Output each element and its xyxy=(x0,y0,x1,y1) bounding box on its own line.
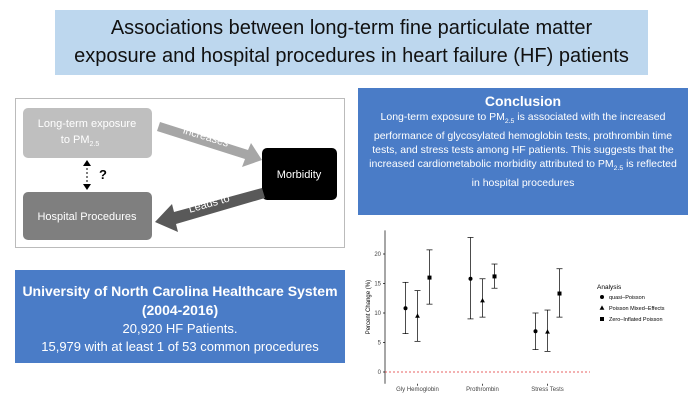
conclusion-heading: Conclusion xyxy=(484,93,562,109)
point xyxy=(415,313,420,318)
procedures-label: Hospital Procedures xyxy=(37,211,137,223)
title-line: Associations between long-term fine part… xyxy=(110,17,593,39)
cohort-heading: University of North Carolina Healthcare … xyxy=(22,283,338,299)
exposure-label: to PM xyxy=(61,134,90,146)
legend-marker xyxy=(600,295,604,299)
x-tick-label: Gly Hemoglobin xyxy=(396,387,439,393)
legend-marker xyxy=(599,305,605,310)
exposure-label: to PM2.5 xyxy=(61,134,100,148)
arrow-head xyxy=(83,160,91,166)
morbidity-label: Morbidity xyxy=(277,169,322,181)
legend-marker xyxy=(600,317,604,321)
legend-title: Analysis xyxy=(597,284,622,291)
x-tick-label: Stress Tests xyxy=(531,387,564,393)
text: Long-term exposure to PM xyxy=(380,111,505,123)
subscript: 2.5 xyxy=(504,118,515,126)
conclusion-box: Conclusion Long-term exposure to PM2.5 i… xyxy=(358,88,688,215)
morbidity-box xyxy=(262,148,337,200)
conclusion-text: Long-term exposure to PM2.5 is associate… xyxy=(366,110,680,190)
point xyxy=(403,306,408,311)
title-line: exposure and hospital procedures in hear… xyxy=(74,45,629,67)
cohort-line: 15,979 with at least 1 of 53 common proc… xyxy=(41,339,319,354)
point xyxy=(557,291,562,296)
point xyxy=(545,329,550,334)
point xyxy=(533,329,538,334)
question-mark: ? xyxy=(99,167,107,182)
text: is reflected in hospital procedures xyxy=(471,158,677,190)
exposure-box xyxy=(23,108,152,158)
leads-arrow xyxy=(155,188,265,232)
legend-label: quasi–Poisson xyxy=(609,295,645,301)
diagram-frame xyxy=(15,98,345,248)
legend-label: Zero–Inflated Poisson xyxy=(609,317,663,323)
title-box: Associations between long-term fine part… xyxy=(55,10,648,75)
cohort-box: University of North Carolina Healthcare … xyxy=(15,270,345,363)
y-tick-label: 20 xyxy=(374,252,381,258)
y-tick-label: 15 xyxy=(374,282,381,288)
exposure-sub: 2.5 xyxy=(90,141,100,148)
y-tick-label: 5 xyxy=(378,341,382,347)
point xyxy=(468,276,473,281)
legend-label: Poisson Mixed–Effects xyxy=(609,306,665,312)
procedures-box xyxy=(23,192,152,240)
y-tick-label: 10 xyxy=(374,311,381,317)
subscript: 2.5 xyxy=(613,165,624,173)
cohort-heading: (2004-2016) xyxy=(141,302,219,318)
point xyxy=(427,275,432,280)
y-axis-label: Percent Change (%) xyxy=(366,280,372,334)
increases-arrow xyxy=(157,122,262,167)
text: is associated with the increased perform… xyxy=(369,111,674,171)
point xyxy=(492,274,497,279)
cohort-line: 20,920 HF Patients. xyxy=(122,321,238,336)
exposure-label: Long-term exposure xyxy=(38,118,136,130)
y-tick-label: 0 xyxy=(378,370,382,376)
point xyxy=(480,298,485,303)
x-tick-label: Prothrombin xyxy=(466,387,499,393)
arrow-head xyxy=(83,184,91,190)
